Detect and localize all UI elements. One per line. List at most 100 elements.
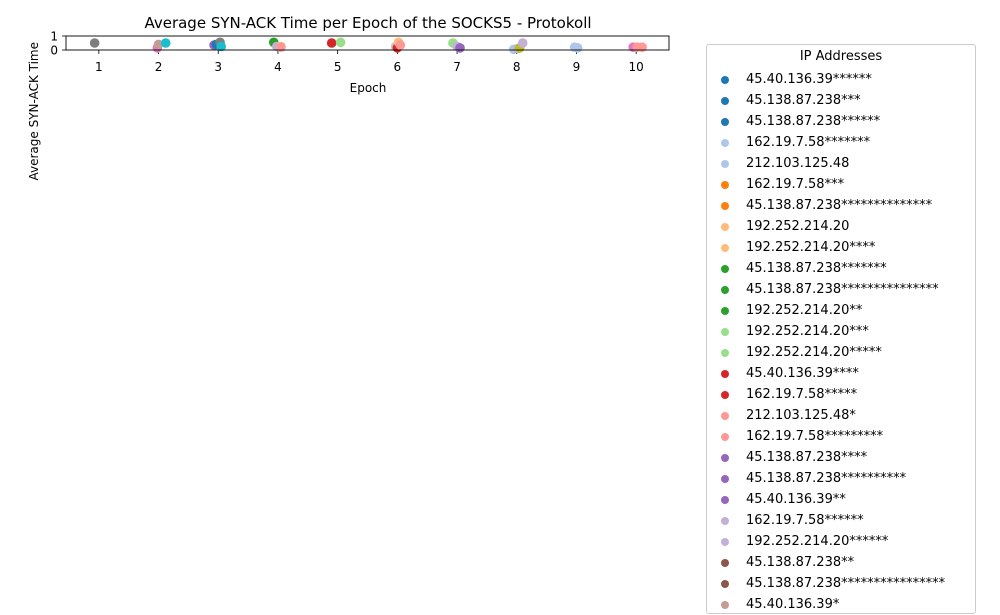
legend-title: IP Addresses: [799, 49, 883, 64]
legend-marker-icon: [721, 369, 729, 378]
legend-item: 45.40.136.39**: [717, 489, 945, 510]
legend-marker-icon: [721, 159, 729, 168]
legend-marker-icon: [721, 537, 729, 546]
legend-item: 45.40.136.39****: [717, 363, 945, 384]
legend-item: 45.138.87.238*******: [717, 258, 945, 279]
x-tick-label: 1: [95, 60, 103, 74]
legend-item: 45.138.87.238******: [717, 111, 945, 132]
legend-marker-icon: [721, 348, 729, 357]
legend-marker-icon: [721, 327, 729, 336]
data-point: [153, 39, 164, 50]
legend: IP Addresses 45.40.136.39****** 45.138.87…: [706, 44, 976, 614]
legend-label: 192.252.214.20*****: [746, 345, 882, 360]
data-point: [455, 43, 465, 53]
data-point: [326, 38, 337, 48]
legend-item: 45.138.87.238***************: [717, 279, 945, 300]
legend-marker-icon: [721, 558, 729, 567]
x-tick-label: 2: [155, 60, 163, 74]
x-axis-label: Epoch: [350, 81, 387, 95]
legend-item: 45.138.87.238**********: [717, 468, 945, 489]
legend-label: 162.19.7.58******: [746, 513, 864, 528]
legend-item: 192.252.214.20: [717, 216, 945, 237]
legend-list: 45.40.136.39****** 45.138.87.238*** 45.138…: [717, 69, 945, 615]
legend-item: 162.19.7.58***: [717, 174, 945, 195]
legend-item: 162.19.7.58*****: [717, 384, 945, 405]
legend-label: 192.252.214.20**: [746, 303, 863, 318]
legend-item: 45.138.87.238***: [717, 90, 945, 111]
y-tick-label: 0: [50, 44, 58, 58]
y-axis-label-group: Average SYN-ACK Time: [27, 42, 41, 181]
legend-label: 162.19.7.58*****: [746, 387, 858, 402]
legend-label: 192.252.214.20: [746, 219, 850, 234]
legend-marker-icon: [721, 495, 729, 504]
legend-marker-icon: [721, 180, 729, 189]
legend-item: 192.252.214.20****: [717, 237, 945, 258]
x-tick-label: 3: [214, 60, 222, 74]
legend-label: 45.138.87.238****: [746, 450, 868, 465]
legend-item: 192.252.214.20***: [717, 321, 945, 342]
legend-marker-icon: [721, 516, 729, 525]
legend-item: 45.40.136.39******: [717, 69, 945, 90]
legend-marker-icon: [721, 222, 729, 231]
legend-item: 162.19.7.58*********: [717, 426, 945, 447]
data-point: [517, 38, 528, 48]
legend-label: 45.138.87.238**: [746, 555, 855, 570]
data-point: [160, 38, 171, 48]
data-point: [276, 42, 286, 52]
legend-label: 212.103.125.48: [746, 156, 850, 171]
legend-item: 192.252.214.20******: [717, 531, 945, 552]
legend-item: 45.138.87.238**: [717, 552, 945, 573]
data-points: [89, 37, 647, 55]
legend-label: 45.138.87.238**************: [746, 198, 933, 213]
x-tick-label: 5: [334, 60, 342, 74]
legend-label: 45.138.87.238****************: [746, 576, 946, 591]
legend-label: 192.252.214.20****: [746, 240, 876, 255]
data-point: [637, 42, 647, 52]
x-tick-label: 9: [573, 60, 581, 74]
legend-marker-icon: [721, 117, 729, 126]
plot-frame: [65, 35, 670, 51]
legend-label: 45.138.87.238***: [746, 93, 861, 108]
legend-label: 162.19.7.58***: [746, 177, 845, 192]
legend-item: 212.103.125.48: [717, 153, 945, 174]
y-axis-label: Average SYN-ACK Time: [27, 42, 41, 181]
legend-label: 45.40.136.39*: [746, 597, 840, 612]
legend-marker-icon: [721, 432, 729, 441]
data-point: [335, 37, 346, 48]
chart-title: Average SYN-ACK Time per Epoch of the SO…: [144, 14, 591, 32]
legend-item: 45.138.87.238**************: [717, 195, 945, 216]
y-tick-label: 1: [50, 30, 58, 44]
legend-label: 45.138.87.238******: [746, 114, 881, 129]
legend-marker-icon: [721, 579, 729, 588]
legend-item: 192.252.214.20*****: [717, 342, 945, 363]
x-tick-label: 8: [513, 60, 521, 74]
legend-marker-icon: [721, 474, 729, 483]
legend-label: 192.252.214.20***: [746, 324, 869, 339]
legend-item: 212.103.125.48*: [717, 405, 945, 426]
legend-marker-icon: [721, 411, 729, 420]
legend-marker-icon: [721, 264, 729, 273]
legend-label: 45.40.136.39**: [746, 492, 846, 507]
legend-label: 45.138.87.238***************: [746, 282, 939, 297]
data-point: [572, 43, 583, 53]
legend-marker-icon: [721, 306, 729, 315]
legend-label: 45.138.87.238*******: [746, 261, 887, 276]
legend-marker-icon: [721, 600, 729, 609]
data-point: [89, 38, 100, 48]
x-tick-label: 4: [274, 60, 282, 74]
legend-label: 45.138.87.238**********: [746, 471, 907, 486]
legend-label: 162.19.7.58*******: [746, 135, 871, 150]
x-tick-label: 10: [629, 60, 644, 74]
legend-marker-icon: [721, 201, 729, 210]
x-tick-label: 7: [453, 60, 461, 74]
data-point: [395, 40, 406, 50]
legend-item: 162.19.7.58******: [717, 510, 945, 531]
legend-marker-icon: [721, 390, 729, 399]
data-point: [216, 41, 227, 52]
legend-label: 45.40.136.39******: [746, 72, 872, 87]
legend-item: 162.19.7.58*******: [717, 132, 945, 153]
legend-item: 45.138.87.238****: [717, 447, 945, 468]
chart-canvas: Average SYN-ACK Time per Epoch of the SO…: [27, 14, 670, 181]
legend-item: 192.252.214.20**: [717, 300, 945, 321]
